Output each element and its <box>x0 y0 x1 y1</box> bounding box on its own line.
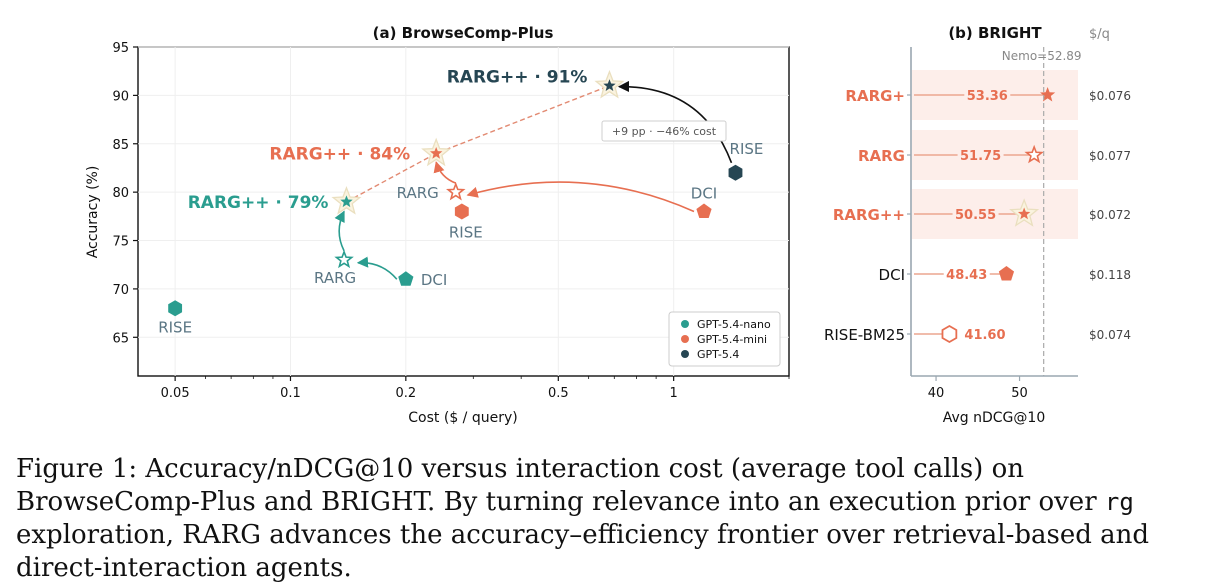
row-cost-label: $0.118 <box>1089 268 1131 282</box>
panel-bright: (b) BRIGHT $/q 53.36 RARG+ $0.076 51.75 RARG… <box>824 24 1131 426</box>
frontier-line <box>346 85 610 203</box>
y-tick-label: 90 <box>112 89 129 104</box>
b-x-tick-label: 40 <box>928 386 945 401</box>
y-tick-label: 65 <box>112 331 129 346</box>
point-mini-dci <box>696 203 712 218</box>
caption-code: rg <box>1104 488 1134 516</box>
point-label: RARG <box>397 184 439 202</box>
point-nano-rarg <box>334 249 354 269</box>
y-tick-label: 85 <box>112 138 129 153</box>
row-method-label: RARG <box>858 147 905 165</box>
bright-row-rise-bm25: 41.60 RISE-BM25 $0.074 <box>824 324 1131 344</box>
row-cost-label: $0.077 <box>1089 149 1131 163</box>
transition-arrow <box>433 161 457 184</box>
value-label-bg <box>952 205 999 223</box>
row-method-label: DCI <box>879 266 905 284</box>
point-nano-rargplusplus <box>331 186 362 215</box>
y-axis-label: Accuracy (%) <box>85 166 101 259</box>
legend-swatch-full <box>681 350 689 358</box>
x-tick-label: 1 <box>670 386 678 401</box>
legend-swatch-mini <box>681 335 689 343</box>
point-mini-rise <box>454 203 469 220</box>
x-tick-label: 0.2 <box>395 386 416 401</box>
value-label-bg <box>957 146 1004 164</box>
y-tick-label: 80 <box>112 186 129 201</box>
point-label: RISE <box>730 140 764 158</box>
row-marker <box>941 324 958 344</box>
point-label: RARG++ · 79% <box>188 193 329 213</box>
point-label: RISE <box>158 318 192 336</box>
legend-swatch-nano <box>681 320 689 328</box>
panel-a-title: (a) BrowseComp-Plus <box>373 24 554 42</box>
value-label: 48.43 <box>946 268 987 283</box>
value-label-bg <box>943 265 990 283</box>
transition-arrow <box>466 181 695 213</box>
bright-row-rargplusplus: 50.55 RARG++ $0.072 <box>833 189 1131 239</box>
caption-text-2: exploration, RARG advances the accuracy–… <box>16 520 1150 583</box>
transition-arrow <box>356 256 398 280</box>
value-label: 41.60 <box>964 328 1005 343</box>
row-marker <box>1009 198 1040 227</box>
transition-arrow <box>334 210 345 252</box>
point-label: DCI <box>691 185 717 203</box>
row-cost-label: $0.072 <box>1089 208 1131 222</box>
point-full-rargplusplus <box>594 69 625 99</box>
point-label: RISE <box>449 224 483 242</box>
point-mini-rargplusplus <box>421 137 452 167</box>
a-points <box>168 69 743 317</box>
row-cost-label: $0.074 <box>1089 328 1131 342</box>
legend-label-full: GPT-5.4 <box>697 348 739 361</box>
b-rows: 53.36 RARG+ $0.076 51.75 RARG $0.077 50.55 RARG… <box>824 70 1131 344</box>
a-axes: 65 70 75 80 85 90 95 0.05 0.1 0.2 0.5 1 <box>112 41 790 401</box>
bright-row-rargplus: 53.36 RARG+ $0.076 <box>845 70 1131 120</box>
y-tick-label: 95 <box>112 41 129 56</box>
x-tick-label: 0.1 <box>280 386 301 401</box>
legend-label-nano: GPT-5.4-nano <box>697 318 771 331</box>
value-label: 53.36 <box>967 89 1008 104</box>
value-label: 51.75 <box>960 149 1001 164</box>
point-full-rise <box>728 164 743 181</box>
value-label-bg <box>964 86 1011 104</box>
row-marker <box>1040 87 1056 102</box>
point-label: RARG++ · 84% <box>269 144 410 164</box>
point-nano-dci <box>398 271 414 286</box>
figure-caption: Figure 1: Accuracy/nDCG@10 versus intera… <box>16 453 1208 585</box>
annotation-text: +9 pp · −46% cost <box>612 125 717 138</box>
point-label: DCI <box>421 271 447 289</box>
b-x-axis-label: Avg nDCG@10 <box>943 410 1045 426</box>
figure: (a) BrowseComp-Plus 65 70 75 80 85 90 95 0.05 0.… <box>85 24 1131 426</box>
value-label: 50.55 <box>955 208 996 223</box>
b-axes: Nemo=52.89 40 50 <box>907 47 1082 401</box>
row-marker <box>1024 144 1044 164</box>
cost-header: $/q <box>1089 27 1110 42</box>
reference-label: Nemo=52.89 <box>1002 49 1082 63</box>
bright-row-dci: 48.43 DCI $0.118 <box>879 265 1131 284</box>
point-label: RARG <box>314 269 356 287</box>
bright-row-rarg: 51.75 RARG $0.077 <box>858 130 1131 180</box>
panel-browsecomp-plus: (a) BrowseComp-Plus 65 70 75 80 85 90 95 0.05 0.… <box>85 24 790 426</box>
legend-label-mini: GPT-5.4-mini <box>697 333 767 346</box>
point-nano-rise <box>168 300 183 317</box>
transition-arrow <box>617 80 733 164</box>
x-tick-label: 0.05 <box>161 386 190 401</box>
point-mini-rarg <box>446 181 466 201</box>
annotation-box: +9 pp · −46% cost <box>601 120 727 142</box>
y-tick-label: 70 <box>112 283 129 298</box>
a-connectors <box>334 80 733 280</box>
x-axis-label: Cost ($ / query) <box>408 410 517 426</box>
row-method-label: RARG++ <box>833 206 905 224</box>
legend: GPT-5.4-nano GPT-5.4-mini GPT-5.4 <box>668 311 781 367</box>
x-tick-label: 0.5 <box>548 386 569 401</box>
row-marker <box>998 266 1015 281</box>
point-label: RARG++ · 91% <box>447 68 588 88</box>
row-method-label: RARG+ <box>845 87 905 105</box>
y-tick-label: 75 <box>112 235 129 250</box>
a-point-labels: RISE DCI RARG RARG++ · 79% RISE DCI RARG RARG++… <box>158 68 763 337</box>
row-method-label: RISE-BM25 <box>824 326 905 344</box>
b-x-tick-label: 50 <box>1011 386 1028 401</box>
row-cost-label: $0.076 <box>1089 89 1131 103</box>
panel-b-title: (b) BRIGHT <box>948 24 1042 42</box>
caption-text-1: Figure 1: Accuracy/nDCG@10 versus intera… <box>16 454 1105 517</box>
